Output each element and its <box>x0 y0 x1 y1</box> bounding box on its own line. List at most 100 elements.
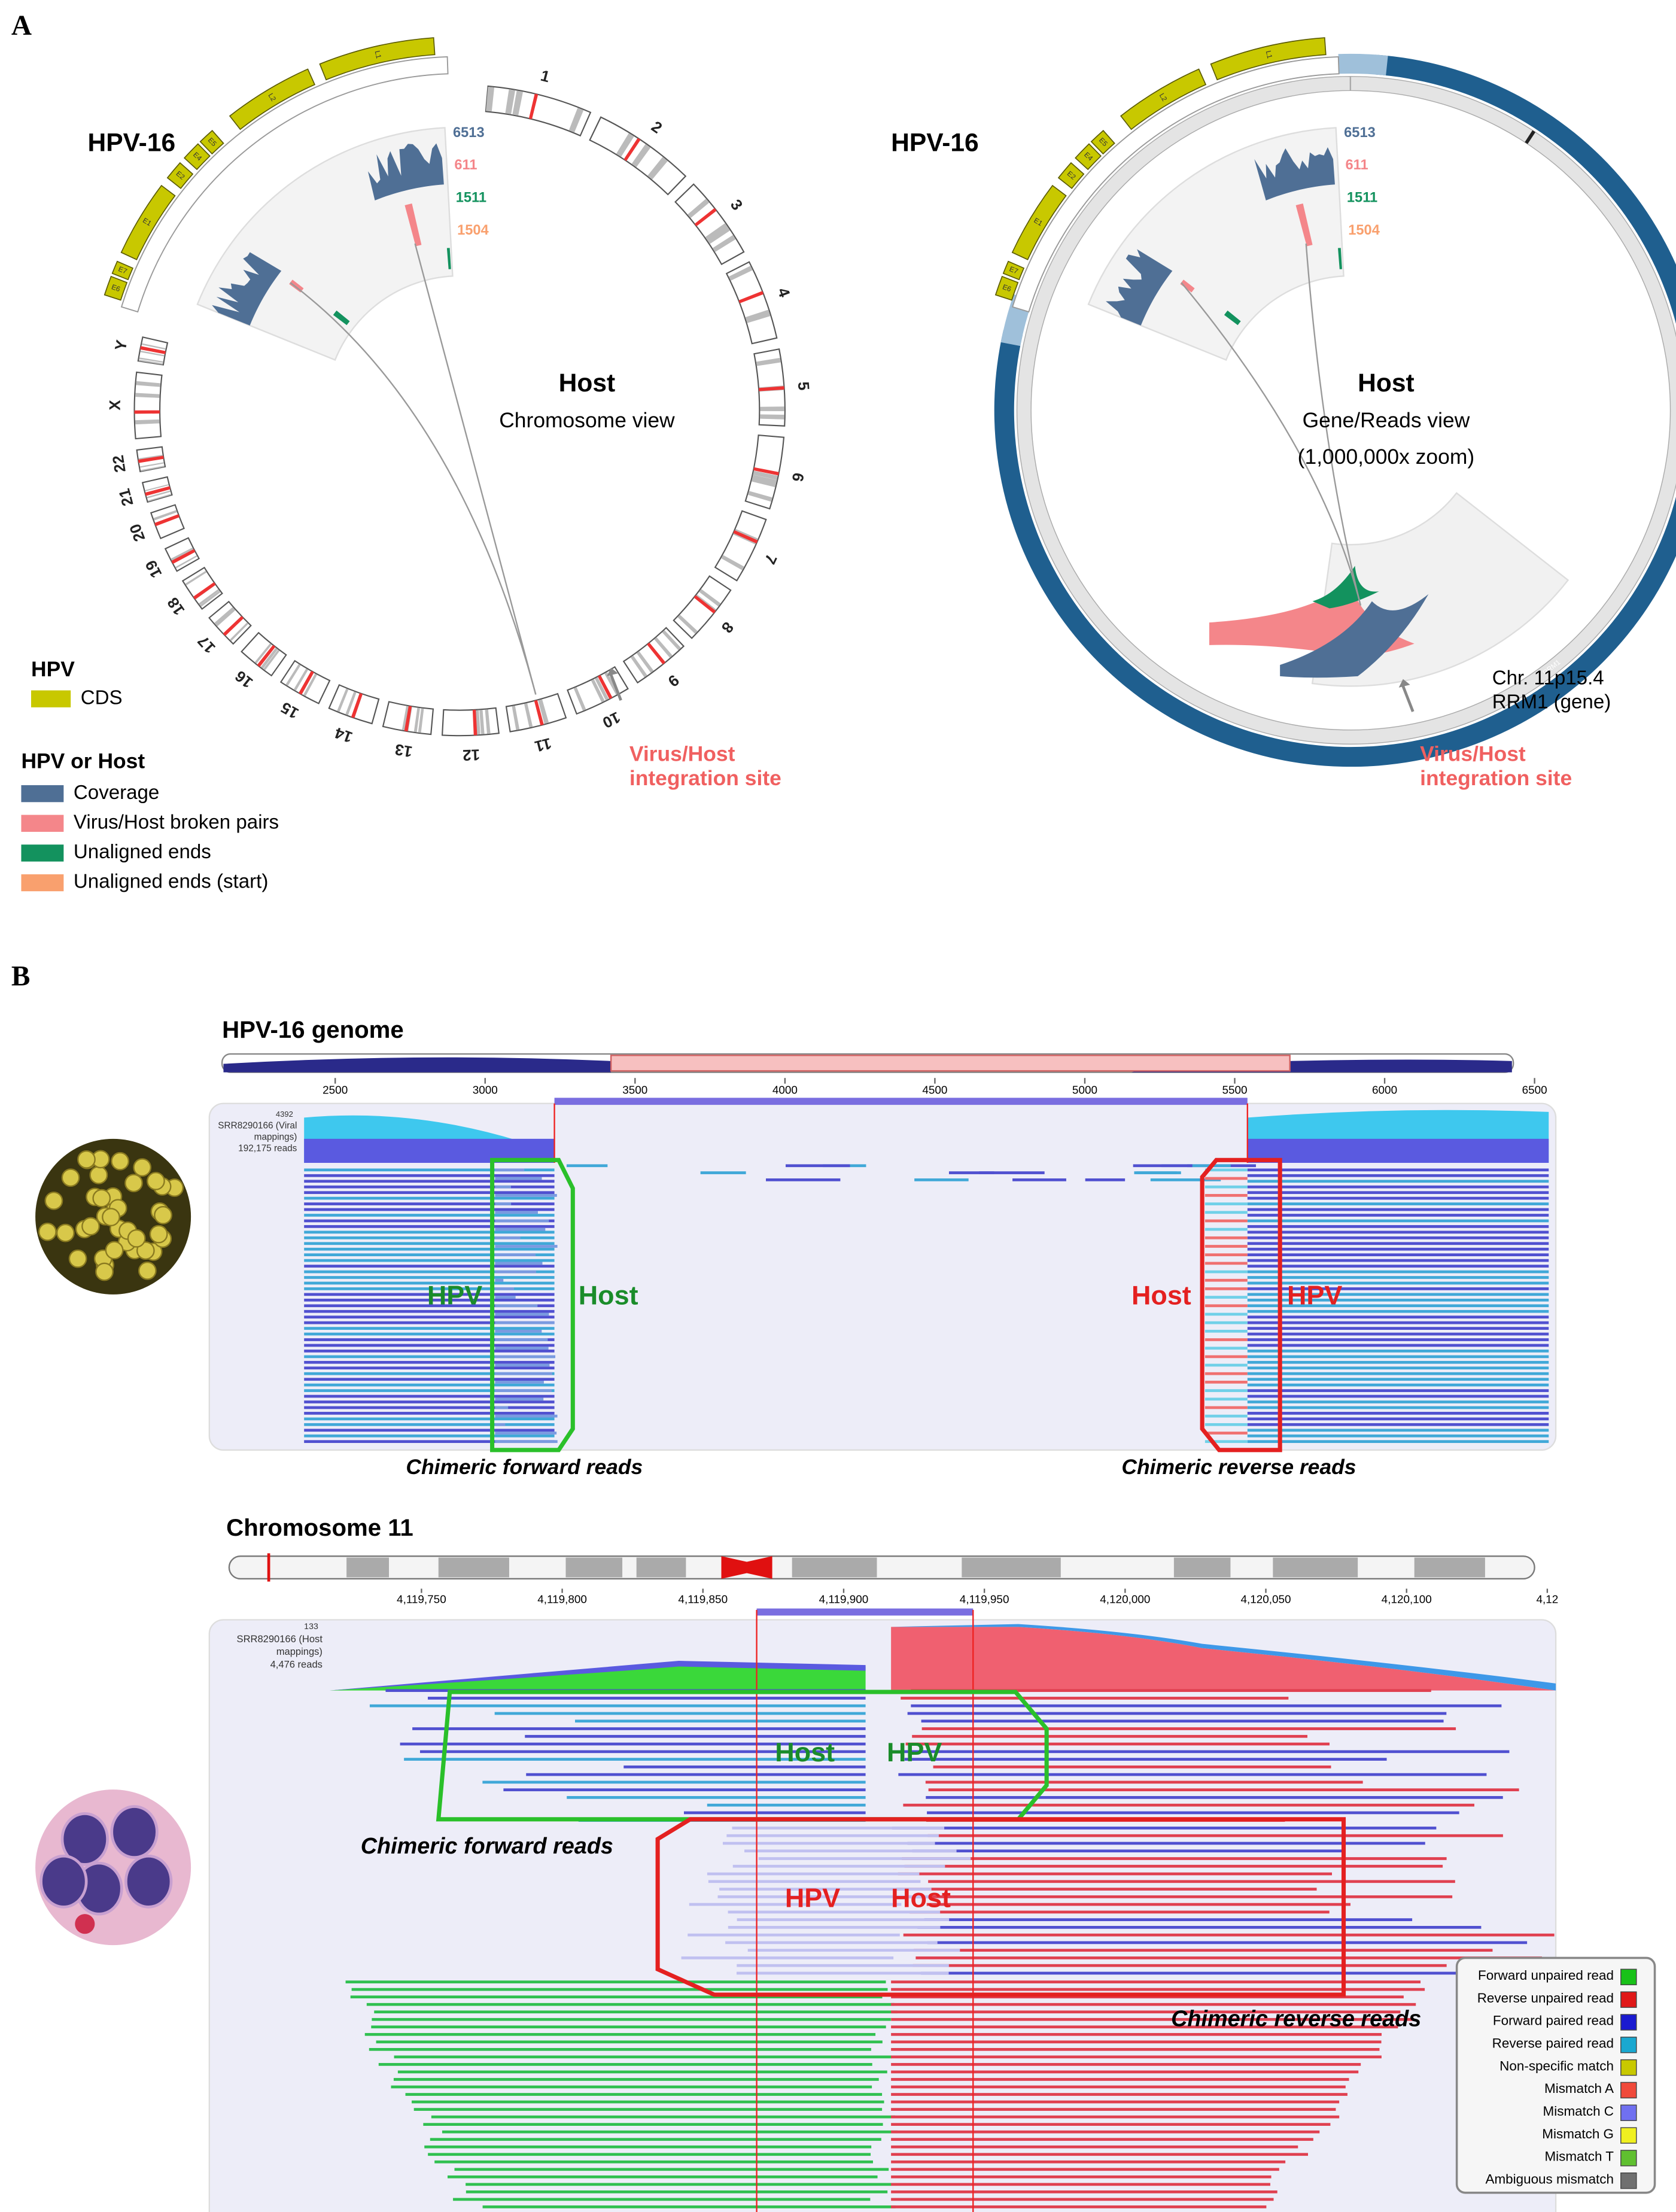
read <box>891 2205 1267 2208</box>
read <box>304 1338 555 1341</box>
label: 6513 <box>1344 125 1376 141</box>
read <box>304 1225 555 1228</box>
host-ring-fade <box>1338 53 1388 76</box>
capsomer <box>61 1168 80 1187</box>
centromere <box>693 595 716 614</box>
read <box>1247 1412 1549 1415</box>
chr-band <box>662 630 682 651</box>
capsomer <box>77 1150 96 1169</box>
read <box>1247 1434 1549 1438</box>
link <box>414 243 537 695</box>
read <box>304 1265 555 1268</box>
chromosome <box>505 692 567 733</box>
chr-band <box>654 637 673 658</box>
unaligned <box>1338 248 1342 269</box>
read <box>304 1378 555 1381</box>
read <box>744 1849 957 1853</box>
cds <box>183 143 211 171</box>
label: HPV or Host <box>21 749 145 773</box>
chr-band <box>479 710 485 734</box>
chimeric <box>495 1202 512 1205</box>
chr-band <box>293 669 308 691</box>
read <box>901 1697 1289 1700</box>
label: 133 <box>304 1622 318 1631</box>
label: Mismatch C <box>1543 2104 1614 2119</box>
box-red <box>1200 1157 1282 1453</box>
label: mappings) <box>276 1646 323 1657</box>
capsomer <box>147 1172 165 1190</box>
label: 611 <box>454 157 477 173</box>
read <box>891 2078 1349 2081</box>
chimeric <box>1204 1397 1248 1401</box>
read <box>891 2198 1274 2201</box>
read <box>737 1918 950 1921</box>
read <box>378 2063 872 2066</box>
chimeric <box>495 1406 509 1409</box>
chr-band <box>185 570 207 586</box>
read <box>1247 1366 1549 1370</box>
legend-swatch <box>21 785 64 803</box>
read <box>891 2003 1416 2006</box>
label: CDS <box>81 686 123 709</box>
read <box>366 2003 895 2006</box>
read <box>304 1355 555 1359</box>
chimeric <box>1204 1219 1248 1223</box>
broken-pairs <box>404 203 422 247</box>
read <box>1150 1178 1221 1181</box>
chimeric <box>1204 1211 1248 1214</box>
chr-band <box>1173 1557 1231 1578</box>
read <box>688 1933 900 1937</box>
read <box>1247 1168 1549 1172</box>
read <box>1247 1315 1549 1319</box>
read <box>1247 1247 1549 1251</box>
read <box>892 1827 1437 1830</box>
label: 1511 <box>456 190 486 206</box>
chimeric <box>1204 1202 1248 1205</box>
read <box>1247 1293 1549 1296</box>
read <box>1247 1265 1549 1268</box>
capsomer <box>105 1241 124 1260</box>
label: 4,119,850 <box>678 1593 728 1606</box>
read <box>1247 1321 1549 1324</box>
label: 6000 <box>1372 1084 1397 1096</box>
read <box>304 1400 555 1403</box>
read <box>400 1742 866 1746</box>
chimeric <box>495 1236 521 1239</box>
capsomer <box>102 1208 120 1227</box>
label: 4,119,950 <box>960 1593 1009 1606</box>
label: HPV <box>1287 1280 1342 1310</box>
read <box>728 1910 941 1914</box>
label: 9 <box>665 671 683 691</box>
read <box>926 1903 1350 1906</box>
link <box>1181 282 1362 606</box>
capsomer <box>95 1262 114 1281</box>
read <box>891 1988 1425 1991</box>
read <box>904 1864 1443 1868</box>
label: 11 <box>533 734 553 756</box>
label: 4000 <box>772 1084 798 1096</box>
read <box>928 1788 1519 1791</box>
read <box>891 2055 1382 2059</box>
label: L1 <box>1264 50 1275 59</box>
centromere <box>351 692 363 718</box>
label: 12 <box>463 746 480 764</box>
capsomer <box>138 1261 157 1280</box>
label: SRR8290166 (Viral <box>218 1121 297 1131</box>
read <box>891 2085 1346 2089</box>
label: 17 <box>194 632 219 657</box>
chr-band <box>756 357 781 366</box>
arrow <box>1401 685 1415 712</box>
chimeric <box>1204 1236 1248 1239</box>
hpv-arc <box>1012 56 1340 313</box>
label: HPV <box>785 1882 840 1913</box>
centromere <box>472 709 477 736</box>
read <box>454 2168 889 2171</box>
chr-band <box>401 706 409 731</box>
legend-box <box>1455 1956 1656 2194</box>
capsomer <box>68 1249 87 1268</box>
read <box>904 1758 1387 1761</box>
read <box>1247 1400 1549 1403</box>
read <box>1247 1191 1549 1195</box>
chimeric <box>495 1432 557 1435</box>
label: Reverse paired read <box>1492 2036 1614 2051</box>
